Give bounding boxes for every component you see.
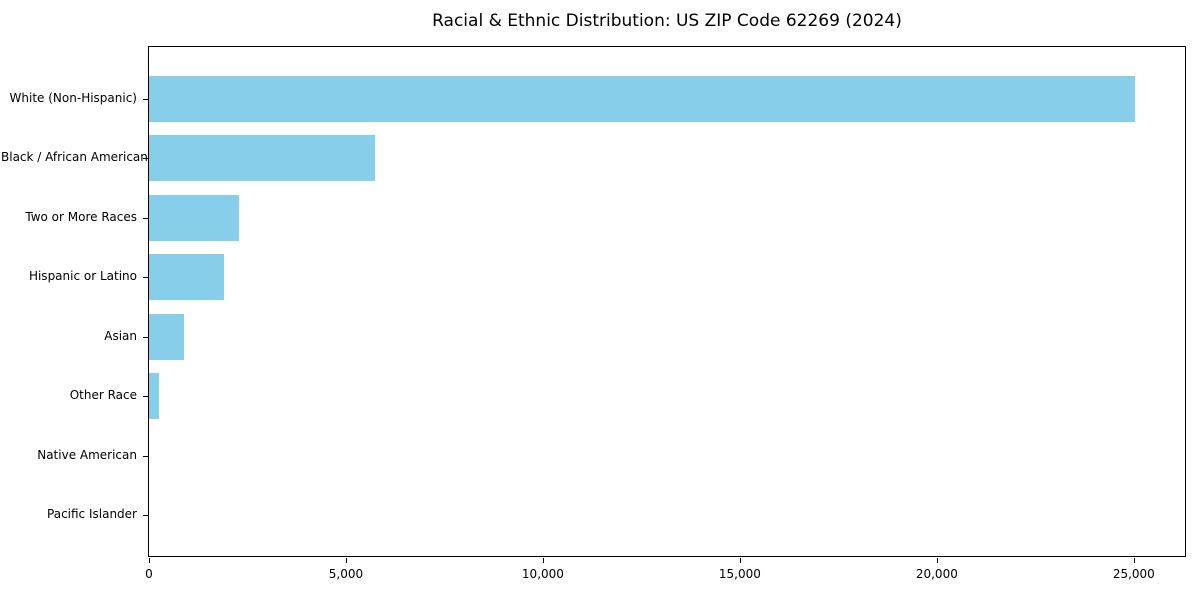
y-axis-tick: [143, 515, 148, 517]
x-axis-tick: [345, 558, 347, 563]
x-axis-label: 20,000: [915, 567, 958, 581]
x-axis-tick: [149, 558, 150, 563]
bar: [149, 313, 184, 360]
bar: [149, 135, 376, 182]
y-axis-tick: [143, 217, 148, 219]
y-axis-tick: [143, 336, 148, 338]
y-axis-label: Two or More Races: [25, 209, 137, 224]
bar: [149, 373, 159, 420]
y-axis-label: Asian: [104, 328, 137, 343]
y-axis-label: Black / African American: [1, 150, 148, 165]
x-axis-label: 25,000: [1112, 567, 1155, 581]
x-axis-label: 10,000: [521, 567, 564, 581]
y-axis-label: Native American: [37, 447, 137, 462]
x-axis-tick: [542, 558, 544, 563]
x-axis-label: 5,000: [328, 567, 364, 581]
y-axis-tick: [143, 455, 148, 457]
y-axis-tick: [143, 98, 148, 100]
y-axis-label: White (Non-Hispanic): [9, 90, 137, 105]
x-axis-tick: [739, 558, 741, 563]
y-axis-label: Pacific Islander: [47, 507, 137, 522]
y-axis-tick: [143, 158, 148, 160]
y-axis-tick: [143, 396, 148, 398]
bar: [149, 75, 1136, 122]
y-axis-label: Other Race: [69, 388, 137, 403]
x-axis-tick: [1133, 558, 1135, 563]
x-axis-label: 15,000: [718, 567, 761, 581]
x-axis-label: 0: [145, 567, 153, 581]
y-axis-label: Hispanic or Latino: [28, 269, 137, 284]
x-axis-tick: [936, 558, 938, 563]
bar: [149, 194, 240, 241]
chart-title: Racial & Ethnic Distribution: US ZIP Cod…: [432, 11, 902, 31]
bar: [149, 254, 225, 301]
y-axis-tick: [143, 277, 148, 279]
plot-area: White (Non-Hispanic) Black / African Amer…: [1, 46, 1186, 581]
